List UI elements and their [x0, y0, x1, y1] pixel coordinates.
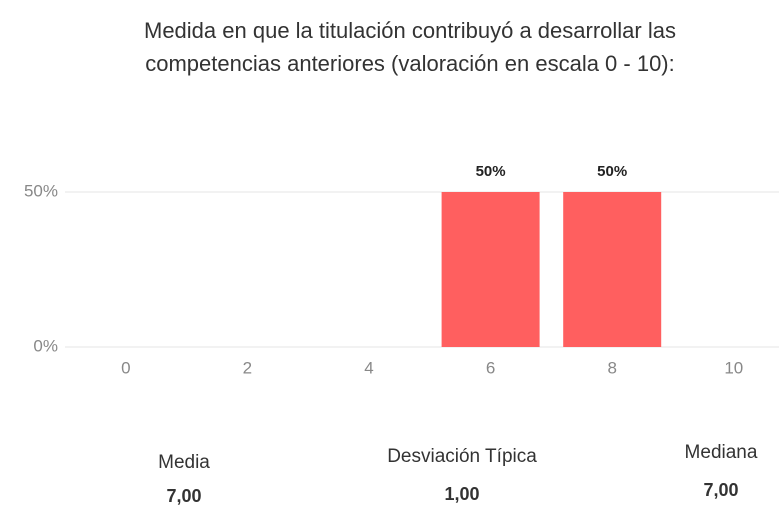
value-label: 50%	[476, 163, 506, 180]
chart-title: competencias anteriores (valoración en e…	[145, 51, 675, 76]
stat-label: Desviación Típica	[387, 446, 537, 467]
stat-value: 7,00	[166, 486, 201, 506]
stat-value: 1,00	[444, 484, 479, 504]
y-tick-label: 0%	[33, 336, 58, 355]
value-label: 50%	[597, 163, 627, 180]
stat-value: 7,00	[703, 480, 738, 500]
bar	[441, 192, 540, 347]
bar	[563, 192, 662, 347]
chart-title: Medida en que la titulación contribuyó a…	[144, 18, 676, 43]
x-tick-label: 6	[486, 358, 495, 377]
x-tick-label: 2	[243, 358, 252, 377]
x-tick-label: 8	[607, 358, 616, 377]
stat-label: Mediana	[685, 442, 758, 463]
x-tick-label: 0	[121, 358, 130, 377]
x-tick-label: 10	[724, 358, 743, 377]
x-tick-label: 4	[364, 358, 373, 377]
y-tick-label: 50%	[24, 181, 58, 200]
stat-label: Media	[158, 452, 210, 473]
